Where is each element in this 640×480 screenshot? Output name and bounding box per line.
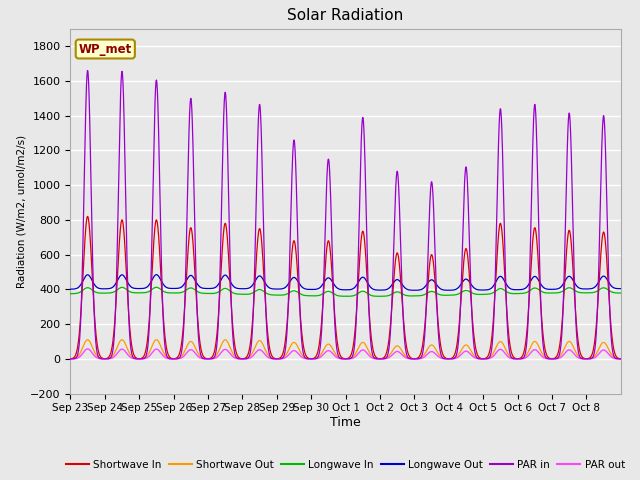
Legend: Shortwave In, Shortwave Out, Longwave In, Longwave Out, PAR in, PAR out: Shortwave In, Shortwave Out, Longwave In… — [62, 456, 629, 474]
Y-axis label: Radiation (W/m2, umol/m2/s): Radiation (W/m2, umol/m2/s) — [16, 134, 26, 288]
Text: WP_met: WP_met — [79, 43, 132, 56]
X-axis label: Time: Time — [330, 416, 361, 429]
Title: Solar Radiation: Solar Radiation — [287, 9, 404, 24]
